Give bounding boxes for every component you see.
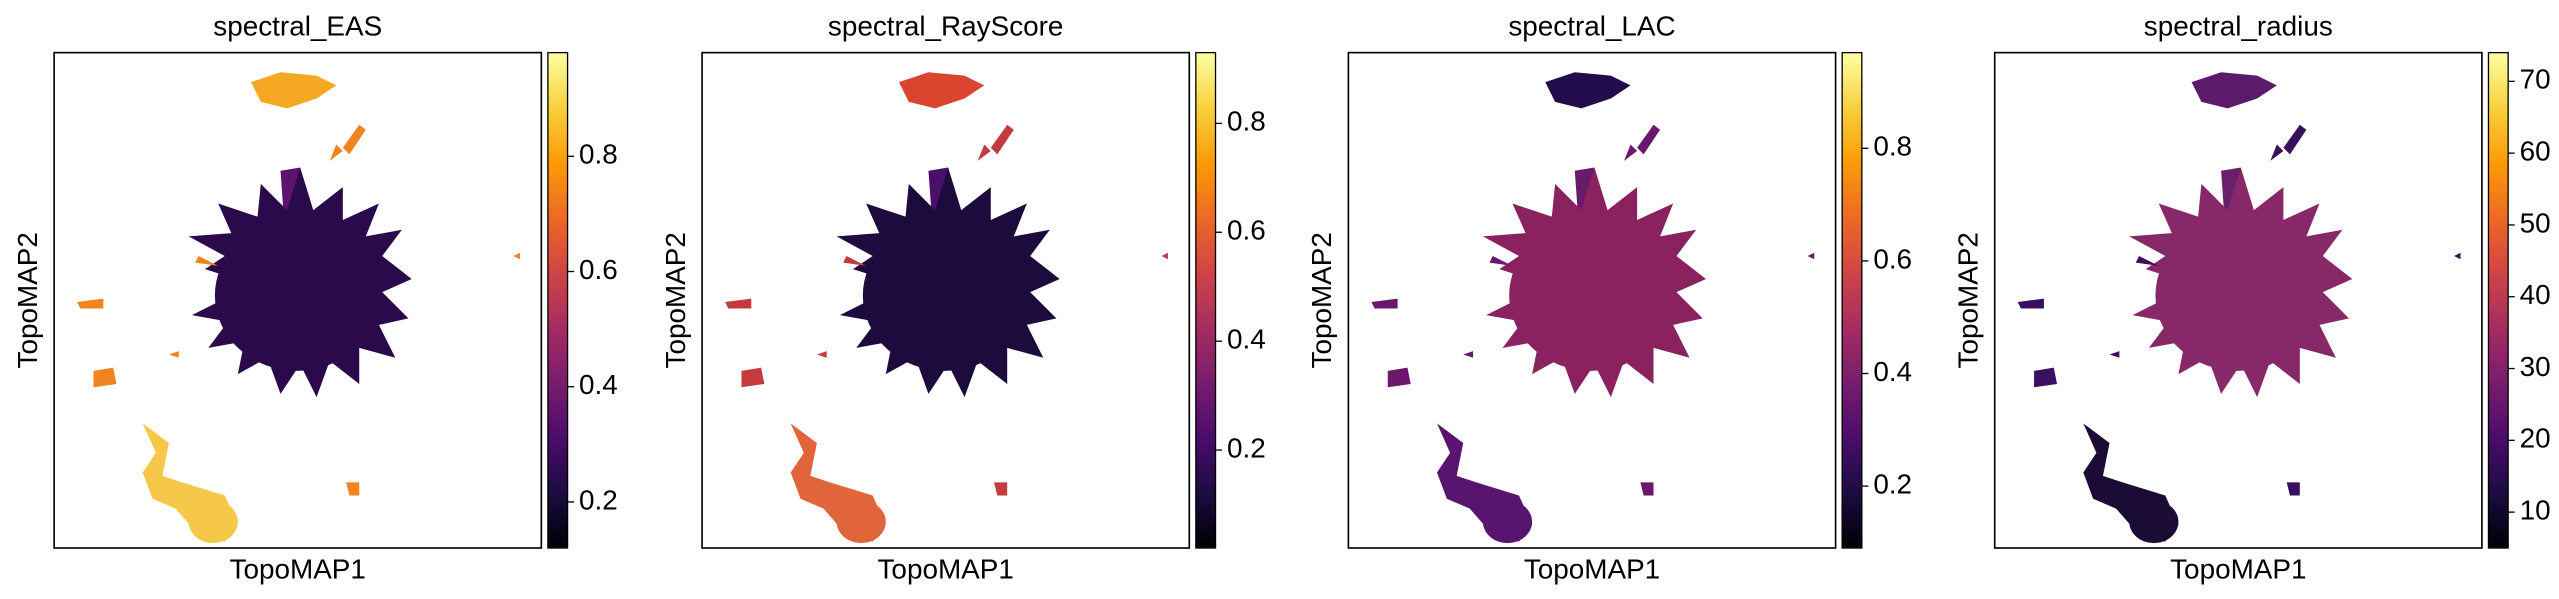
colorbar-tick-label: 70 (2520, 64, 2551, 95)
colorbar-tick-label: 60 (2520, 135, 2551, 166)
y-axis-label: TopoMAP2 (12, 232, 43, 368)
embedding-points (1371, 72, 1815, 544)
panel: spectral_RayScore TopoMAP2 TopoMAP1 0.2 0.4 0… (660, 10, 1266, 584)
panel-title: spectral_EAS (213, 10, 382, 41)
colorbar-tick-label: 10 (2520, 494, 2551, 525)
plot-frame (1993, 51, 2483, 549)
x-axis-label: TopoMAP1 (230, 553, 366, 584)
embedding-points (2017, 72, 2461, 544)
colorbar-tick-label: 40 (2520, 279, 2551, 310)
colorbar-tick-label: 30 (2520, 351, 2551, 382)
panel: spectral_LAC TopoMAP2 TopoMAP1 0.2 0.4 0.6 0.8 (1306, 10, 1912, 584)
colorbar (547, 51, 569, 549)
x-axis-label: TopoMAP1 (878, 553, 1014, 584)
plot-frame (701, 51, 1191, 549)
embedding-points (77, 72, 521, 544)
panel: spectral_radius TopoMAP2 TopoMAP1 10 20 30 40 5… (1952, 10, 2550, 584)
colorbar-tick-label: 0.4 (579, 369, 618, 400)
colorbar-tick-label: 0.8 (1873, 131, 1912, 162)
embedding-points (725, 72, 1168, 544)
y-axis-label: TopoMAP2 (660, 232, 691, 368)
colorbar-tick-label: 0.8 (1227, 106, 1266, 137)
colorbar-tick-label: 0.4 (1227, 324, 1266, 355)
colorbar-tick-label: 0.6 (579, 254, 618, 285)
colorbar-tick-label: 0.2 (1873, 468, 1912, 499)
panel-title: spectral_radius (2144, 10, 2333, 41)
panel-title: spectral_RayScore (828, 10, 1064, 41)
colorbar (1195, 51, 1217, 549)
plot-frame (1347, 51, 1837, 549)
colorbar-tick-label: 50 (2520, 207, 2551, 238)
colorbar-tick-label: 0.2 (1227, 432, 1266, 463)
colorbar (2487, 51, 2509, 549)
y-axis-label: TopoMAP2 (1306, 232, 1337, 368)
y-axis-label: TopoMAP2 (1952, 232, 1983, 368)
colorbar-tick-label: 0.8 (579, 139, 618, 170)
panel: spectral_EAS TopoMAP2 TopoMAP1 0.2 0.4 0.6 0.8 (12, 10, 618, 584)
colorbar-tick-label: 0.4 (1873, 356, 1912, 387)
plot-frame (53, 51, 543, 549)
colorbar (1841, 51, 1863, 549)
colorbar-tick-label: 20 (2520, 423, 2551, 454)
x-axis-label: TopoMAP1 (1524, 553, 1660, 584)
panel-title: spectral_LAC (1508, 10, 1675, 41)
colorbar-tick-label: 0.6 (1873, 243, 1912, 274)
colorbar-tick-label: 0.6 (1227, 215, 1266, 246)
colorbar-tick-label: 0.2 (579, 484, 618, 515)
x-axis-label: TopoMAP1 (2170, 553, 2306, 584)
